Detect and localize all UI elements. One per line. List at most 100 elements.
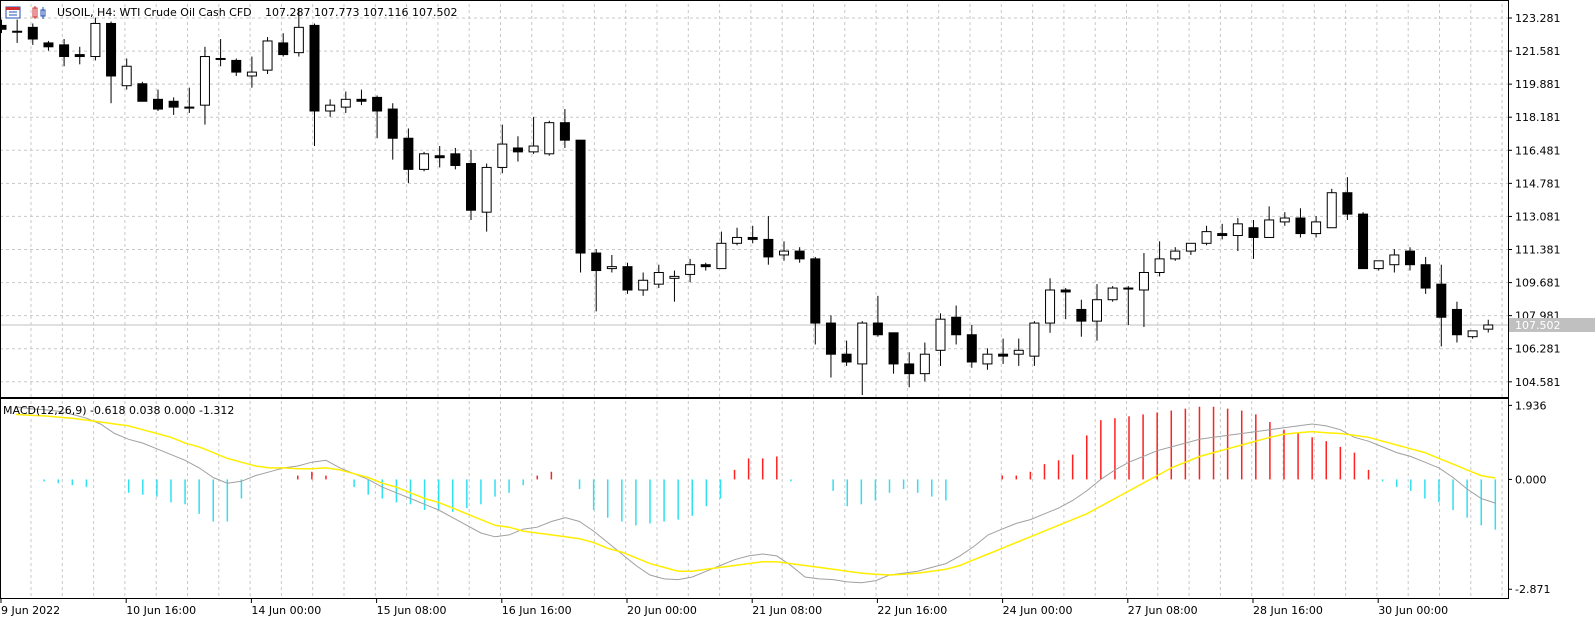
- y-tick-label: 106.281: [1515, 343, 1561, 356]
- candle: [591, 252, 602, 272]
- candle: [481, 166, 492, 213]
- candle: [356, 98, 367, 102]
- macd-y-tick-label: 1.936: [1515, 399, 1547, 412]
- candle: [779, 250, 789, 256]
- candle: [137, 83, 148, 102]
- candle: [419, 153, 430, 170]
- candle: [231, 59, 242, 73]
- candle: [1013, 349, 1024, 355]
- candle: [998, 353, 1009, 357]
- candle: [872, 322, 883, 336]
- candle: [215, 57, 226, 60]
- macd-y-tick-label: 0.000: [1515, 473, 1547, 486]
- candle: [450, 153, 461, 166]
- candle: [1389, 254, 1400, 266]
- candle: [262, 40, 273, 71]
- candle: [1029, 322, 1040, 357]
- current-price-box: [1509, 317, 1595, 332]
- candle: [1248, 227, 1259, 238]
- candle: [810, 258, 821, 324]
- candle: [1201, 231, 1212, 244]
- candle: [559, 122, 570, 141]
- candle: [1451, 308, 1462, 336]
- candle: [1185, 242, 1196, 252]
- x-tick-label: 21 Jun 08:00: [752, 604, 822, 617]
- y-tick-label: 119.881: [1515, 78, 1561, 91]
- y-tick-label: 121.581: [1515, 45, 1561, 58]
- candle: [199, 56, 210, 106]
- candle: [1138, 271, 1149, 291]
- candle: [1295, 217, 1306, 235]
- candle: [1467, 330, 1478, 338]
- candle: [512, 147, 523, 153]
- candle-chart-icon[interactable]: [32, 6, 46, 19]
- candle: [246, 71, 257, 77]
- candle: [685, 264, 696, 275]
- candle: [1060, 289, 1071, 293]
- candle: [90, 22, 101, 58]
- candle: [825, 322, 836, 355]
- candle: [1217, 233, 1228, 237]
- macd-panel[interactable]: [15, 401, 1503, 598]
- candle: [1436, 283, 1447, 318]
- candle: [982, 353, 993, 365]
- candle: [622, 266, 633, 291]
- candle: [43, 42, 54, 48]
- candle: [669, 275, 680, 279]
- candle: [27, 26, 38, 40]
- x-tick-label: 16 Jun 16:00: [502, 604, 572, 617]
- candle: [121, 65, 132, 87]
- candle: [747, 236, 758, 240]
- y-tick-label: 113.081: [1515, 210, 1561, 223]
- candle: [528, 145, 539, 153]
- candle: [278, 42, 289, 56]
- x-tick-label: 27 Jun 08:00: [1128, 604, 1198, 617]
- candle: [575, 139, 586, 254]
- candle: [1107, 287, 1118, 301]
- candle: [606, 266, 617, 270]
- candle: [1154, 258, 1165, 273]
- x-tick-label: 28 Jun 16:00: [1253, 604, 1323, 617]
- candle: [0, 24, 7, 30]
- x-tick-label: 14 Jun 00:00: [251, 604, 321, 617]
- candle: [74, 54, 85, 58]
- candle: [1045, 289, 1056, 324]
- candle: [1358, 213, 1369, 270]
- symbol-title: USOIL, H4: WTI Crude Oil Cash CFD: [57, 6, 252, 19]
- x-tick-label: 20 Jun 00:00: [627, 604, 697, 617]
- candle: [1076, 308, 1087, 322]
- x-tick-label: 30 Jun 00:00: [1378, 604, 1448, 617]
- candle: [935, 318, 946, 351]
- bar-chart-icon[interactable]: [5, 6, 21, 19]
- candle: [325, 104, 336, 112]
- candle: [857, 322, 868, 365]
- candle: [387, 108, 398, 139]
- candle: [653, 271, 664, 285]
- candle: [1123, 287, 1134, 290]
- candle: [1326, 192, 1337, 229]
- candle: [1342, 192, 1353, 215]
- candle: [168, 100, 179, 108]
- price-panel[interactable]: [0, 4, 1508, 397]
- x-tick-label: 15 Jun 08:00: [377, 604, 447, 617]
- candle: [919, 353, 930, 375]
- candle: [716, 242, 727, 270]
- candle: [951, 316, 962, 336]
- candle: [106, 22, 117, 77]
- candle: [309, 24, 320, 112]
- candle: [497, 143, 508, 168]
- y-tick-label: 116.481: [1515, 144, 1561, 157]
- candle: [1279, 217, 1290, 223]
- candle: [966, 334, 977, 363]
- price-panel-frame: [0, 0, 1509, 398]
- candle: [700, 264, 711, 268]
- y-tick-label: 104.581: [1515, 376, 1561, 389]
- candle: [293, 26, 304, 54]
- macd-panel-frame: [0, 398, 1509, 599]
- y-tick-label: 123.281: [1515, 12, 1561, 25]
- candle: [340, 98, 351, 108]
- candle: [153, 98, 163, 110]
- ohlc-readout: 107.287 107.773 107.116 107.502: [265, 6, 457, 19]
- signal-line: [15, 413, 1496, 576]
